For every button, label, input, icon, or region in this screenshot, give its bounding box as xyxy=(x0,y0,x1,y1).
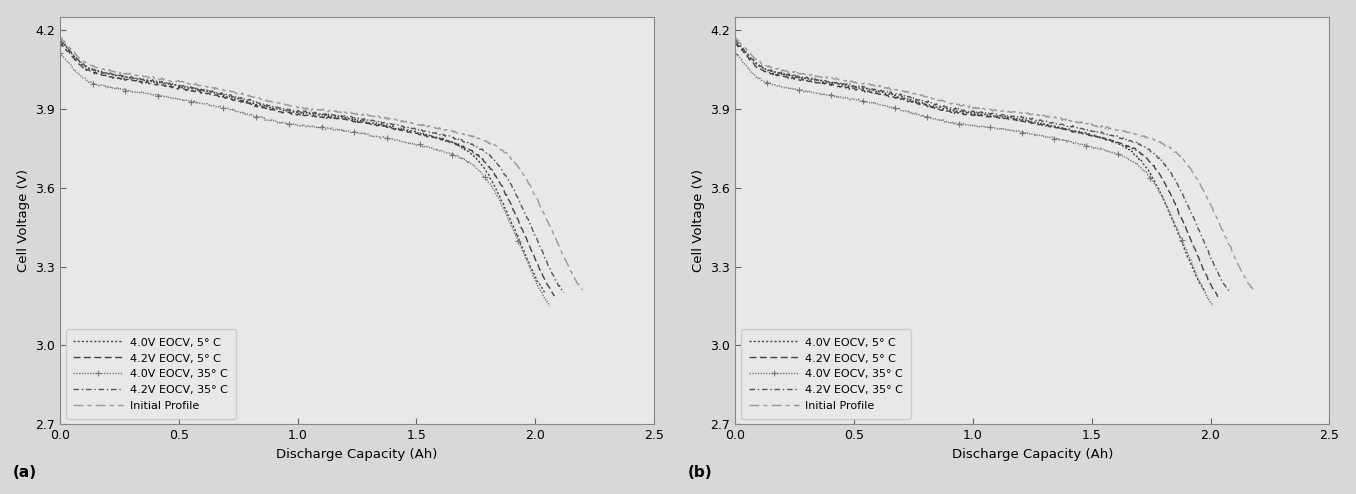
Y-axis label: Cell Voltage (V): Cell Voltage (V) xyxy=(16,169,30,272)
X-axis label: Discharge Capacity (Ah): Discharge Capacity (Ah) xyxy=(277,448,438,461)
Y-axis label: Cell Voltage (V): Cell Voltage (V) xyxy=(692,169,705,272)
X-axis label: Discharge Capacity (Ah): Discharge Capacity (Ah) xyxy=(952,448,1113,461)
Legend: 4.0V EOCV, 5° C, 4.2V EOCV, 5° C, 4.0V EOCV, 35° C, 4.2V EOCV, 35° C, Initial Pr: 4.0V EOCV, 5° C, 4.2V EOCV, 5° C, 4.0V E… xyxy=(740,329,911,419)
Text: (a): (a) xyxy=(12,465,37,480)
Text: (b): (b) xyxy=(687,465,712,480)
Legend: 4.0V EOCV, 5° C, 4.2V EOCV, 5° C, 4.0V EOCV, 35° C, 4.2V EOCV, 35° C, Initial Pr: 4.0V EOCV, 5° C, 4.2V EOCV, 5° C, 4.0V E… xyxy=(65,329,236,419)
